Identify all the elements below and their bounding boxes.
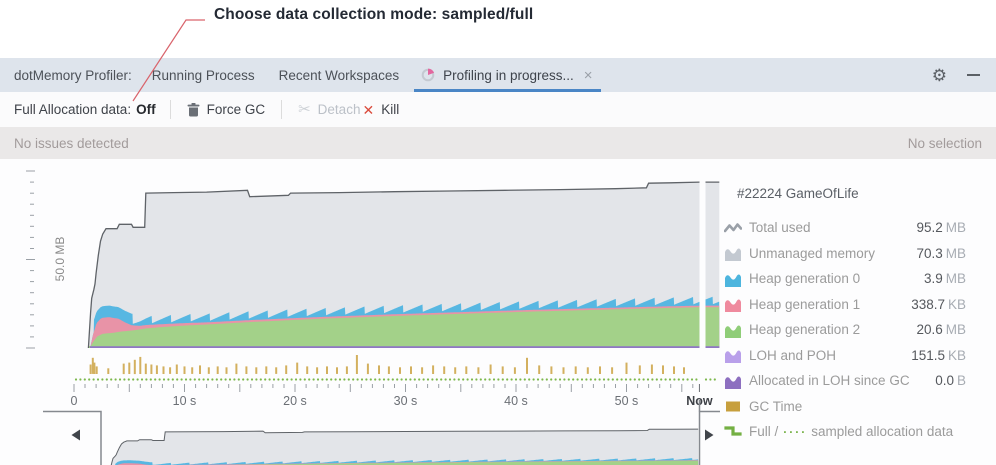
- scroll-left-arrow[interactable]: [71, 429, 81, 441]
- legend-value: 151.5 KB: [911, 347, 966, 363]
- main-area: 0 10 s 20 s 30 s 40 s 50 s Now 50.0 MB #22224 G…: [0, 159, 996, 465]
- legend-value: 338.7 KB: [911, 296, 966, 312]
- time-axis-label: 30 s: [394, 394, 418, 408]
- heap-gen1-area-icon: [725, 299, 741, 313]
- overview-minimap-areas: [110, 428, 699, 465]
- legend-row-heap-generation-2[interactable]: Heap generation 2 20.6 MB: [722, 317, 984, 343]
- legend-label: LOH and POH: [749, 347, 837, 363]
- legend-unit: MB: [945, 220, 966, 236]
- sampled-allocation-dots: [74, 378, 716, 381]
- legend-unit: B: [956, 373, 966, 389]
- legend-row-loh-and-poh[interactable]: LOH and POH 151.5 KB: [722, 343, 984, 369]
- legend-label: Heap generation 0: [749, 271, 861, 287]
- legend-unit: MB: [945, 245, 966, 261]
- minimap-range-handles: [43, 400, 720, 465]
- heap-gen0-area-icon: [725, 274, 741, 287]
- legend-row-allocated-in-loh-since-gc[interactable]: Allocated in LOH since GC 0.0 B: [722, 368, 984, 394]
- unmanaged-area-icon: [725, 248, 741, 262]
- force-gc-label: Force GC: [206, 102, 266, 117]
- legend-row-sampled-allocation-data[interactable]: Full / ···· sampled allocation data: [722, 419, 984, 445]
- profiler-toolbar: Full Allocation data: Off Force GC ✂ Det…: [0, 92, 996, 128]
- memory-axis: 50.0 MB: [26, 170, 67, 349]
- settings-gear-icon[interactable]: ⚙: [931, 65, 947, 85]
- time-axis-label: 20 s: [283, 394, 307, 408]
- alloc-loh-area-icon: [725, 376, 741, 389]
- legend-row-heap-generation-0[interactable]: Heap generation 0 3.9 MB: [722, 266, 984, 292]
- now-gap: [699, 165, 706, 353]
- annotation-text: Choose data collection mode: sampled/ful…: [214, 6, 534, 23]
- legend-label: Unmanaged memory: [749, 245, 876, 261]
- time-axis-label: 50 s: [615, 394, 639, 408]
- kill-button[interactable]: ✕ Kill: [362, 102, 399, 117]
- detach-label: Detach: [317, 102, 361, 117]
- legend-label: Heap generation 2: [749, 322, 861, 338]
- legend-label: GC Time: [749, 398, 803, 414]
- minimize-icon[interactable]: [967, 73, 980, 77]
- legend-label-suffix: sampled allocation data: [811, 424, 954, 440]
- memory-axis-label: 50.0 MB: [53, 237, 67, 282]
- legend-label: Allocated in LOH since GC: [749, 373, 910, 389]
- legend-unit: MB: [945, 322, 966, 338]
- force-gc-button[interactable]: Force GC: [187, 102, 266, 117]
- legend-row-total-used[interactable]: Total used 95.2 MB: [722, 215, 984, 241]
- sampled-dots: ····: [783, 424, 808, 439]
- tab-recent-workspaces[interactable]: Recent Workspaces: [278, 67, 400, 83]
- gc-time-icon: [726, 401, 740, 412]
- toolbar-separator: [281, 100, 283, 119]
- time-axis: 0 10 s 20 s 30 s 40 s 50 s Now: [71, 384, 713, 408]
- profiling-spinner-icon: [421, 68, 435, 82]
- legend-row-unmanaged-memory[interactable]: Unmanaged memory 70.3 MB: [722, 241, 984, 267]
- detach-button[interactable]: ✂ Detach: [298, 102, 360, 117]
- time-axis-label: 10 s: [173, 394, 197, 408]
- toolbar-separator: [169, 100, 171, 119]
- tab-bar: dotMemory Profiler: Running Process Rece…: [0, 58, 996, 92]
- legend-unit: MB: [945, 271, 966, 287]
- legend-value: 20.6 MB: [916, 322, 966, 338]
- heap-gen2-area-icon: [725, 325, 741, 338]
- status-bar: No issues detected No selection: [0, 127, 996, 159]
- time-axis-label: 40 s: [504, 394, 528, 408]
- app-title: dotMemory Profiler:: [14, 67, 132, 83]
- active-tab-underline: [414, 89, 601, 92]
- loh-poh-area-icon: [725, 350, 741, 364]
- legend-value: 70.3 MB: [916, 245, 966, 261]
- legend-label-prefix: Full /: [749, 424, 779, 440]
- legend-label: Heap generation 1: [749, 296, 861, 312]
- legend-value: 95.2 MB: [916, 220, 966, 236]
- main-memory-areas: [87, 181, 720, 349]
- tab-profiling-label: Profiling in progress...: [443, 67, 574, 83]
- tab-profiling-in-progress[interactable]: Profiling in progress... ×: [414, 58, 601, 92]
- full-allocation-data-value: Off: [136, 102, 156, 117]
- trash-icon: [187, 102, 200, 116]
- time-axis-label: 0: [71, 394, 78, 408]
- legend-label: Total used: [749, 220, 811, 236]
- legend-row-heap-generation-1[interactable]: Heap generation 1 338.7 KB: [722, 292, 984, 318]
- close-tab-icon[interactable]: ×: [583, 66, 593, 84]
- full-allocation-data-toggle[interactable]: Full Allocation data: Off: [14, 102, 156, 117]
- sampled-step-icon: [724, 426, 742, 436]
- process-title: #22224 GameOfLife: [737, 186, 859, 201]
- selection-status-text: No selection: [907, 135, 982, 151]
- kill-x-icon: ✕: [362, 101, 375, 118]
- scroll-right-arrow[interactable]: [705, 429, 714, 441]
- kill-label: Kill: [381, 102, 400, 117]
- legend-value: 3.9 MB: [923, 271, 966, 287]
- full-allocation-data-label: Full Allocation data:: [14, 102, 132, 117]
- chart-legend: #22224 GameOfLife Total used 95.2 MB Unmana…: [722, 186, 984, 445]
- scissors-icon: ✂: [298, 101, 311, 118]
- tab-running-process[interactable]: Running Process: [151, 67, 255, 83]
- legend-unit: KB: [947, 296, 966, 312]
- legend-value: 0.0 B: [935, 373, 966, 389]
- total-used-line-icon: [724, 222, 742, 233]
- legend-row-gc-time[interactable]: GC Time: [722, 394, 984, 420]
- legend-unit: KB: [947, 347, 966, 363]
- gc-time-bars: [89, 355, 685, 375]
- issues-status-text: No issues detected: [14, 135, 129, 151]
